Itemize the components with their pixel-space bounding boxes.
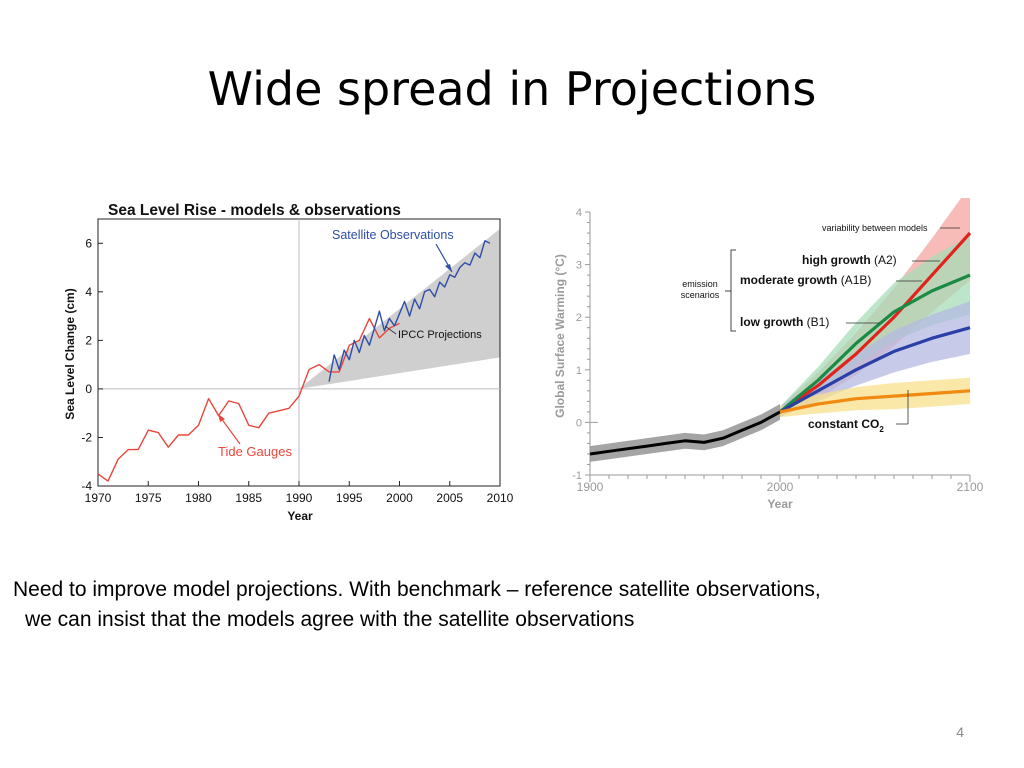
y-tick-label: -1 bbox=[572, 470, 582, 482]
series-line-0 bbox=[589, 410, 781, 456]
warming-ylabel: Global Surface Warming (°C) bbox=[553, 254, 567, 418]
y-tick-label: 2 bbox=[85, 333, 92, 347]
x-tick-label: 2005 bbox=[436, 491, 463, 505]
y-tick-label: 4 bbox=[576, 207, 582, 219]
x-tick-label: 1975 bbox=[135, 491, 162, 505]
historical-band bbox=[590, 403, 780, 462]
series-line-1 bbox=[779, 231, 972, 414]
satellite-arrowhead bbox=[445, 264, 452, 272]
annotation-variability: variability between models bbox=[822, 223, 928, 233]
sea-level-ylabel: Sea Level Change (cm) bbox=[63, 288, 77, 419]
warming-xlabel: Year bbox=[767, 497, 793, 511]
x-tick-label: 1900 bbox=[577, 480, 604, 494]
annotation-emission-scenarios-1: emission bbox=[682, 279, 718, 289]
scenario-band bbox=[780, 198, 970, 418]
x-tick-label: 1995 bbox=[336, 491, 363, 505]
x-tick-label: 2010 bbox=[487, 491, 514, 505]
x-tick-label: 1980 bbox=[185, 491, 212, 505]
ipcc-pointer bbox=[384, 325, 397, 335]
x-tick-label: 2100 bbox=[957, 480, 984, 494]
y-tick-label: 2 bbox=[576, 312, 582, 324]
y-tick-label: 4 bbox=[85, 285, 92, 299]
label-moderate-growth: moderate growth (A1B) bbox=[740, 273, 871, 287]
sea-level-xlabel: Year bbox=[287, 509, 313, 523]
slide-number: 4 bbox=[956, 724, 964, 740]
x-tick-label: 1970 bbox=[85, 491, 112, 505]
series-line-3 bbox=[779, 326, 971, 414]
tide-arrowhead bbox=[218, 414, 225, 422]
y-tick-label: -2 bbox=[81, 430, 92, 444]
y-tick-label: 1 bbox=[576, 365, 582, 377]
satellite-observations-line bbox=[328, 240, 491, 382]
x-tick-label: 2000 bbox=[767, 480, 794, 494]
y-tick-label: 0 bbox=[85, 382, 92, 396]
x-tick-label: 2000 bbox=[386, 491, 413, 505]
y-tick-label: -4 bbox=[81, 479, 92, 493]
scenario-bracket bbox=[725, 249, 736, 332]
tide-gauges-line bbox=[97, 317, 400, 482]
y-tick-label: 6 bbox=[85, 236, 92, 250]
label-constant-co2: constant CO2 bbox=[808, 417, 884, 434]
annotation-satellite-observations: Satellite Observations bbox=[332, 228, 454, 242]
y-tick-label: 3 bbox=[576, 260, 582, 272]
series-line-4 bbox=[779, 389, 971, 414]
label-low-growth: low growth (B1) bbox=[740, 315, 829, 329]
series-line-2 bbox=[778, 273, 971, 414]
label-high-growth: high growth (A2) bbox=[802, 253, 897, 267]
sea-level-chart-title: Sea Level Rise - models & observations bbox=[108, 202, 401, 219]
x-tick-label: 1990 bbox=[286, 491, 313, 505]
sea-level-chart: Sea Level Rise - models & observations 1… bbox=[63, 202, 514, 523]
caption-line-2: we can insist that the models agree with… bbox=[25, 608, 635, 631]
annotation-emission-scenarios-2: scenarios bbox=[681, 290, 720, 300]
caption-line-1: Need to improve model projections. With … bbox=[13, 578, 821, 601]
x-tick-label: 1985 bbox=[235, 491, 262, 505]
y-tick-label: 0 bbox=[576, 417, 582, 429]
global-warming-chart: -1 0 1 2 3 4 1900 2000 2100 Year Global Surface … bbox=[553, 198, 984, 511]
slide-title: Wide spread in Projections bbox=[207, 62, 817, 116]
ipcc-projection-band bbox=[299, 228, 500, 389]
annotation-tide-gauges: Tide Gauges bbox=[218, 444, 292, 459]
annotation-ipcc-projections: IPCC Projections bbox=[398, 329, 482, 341]
